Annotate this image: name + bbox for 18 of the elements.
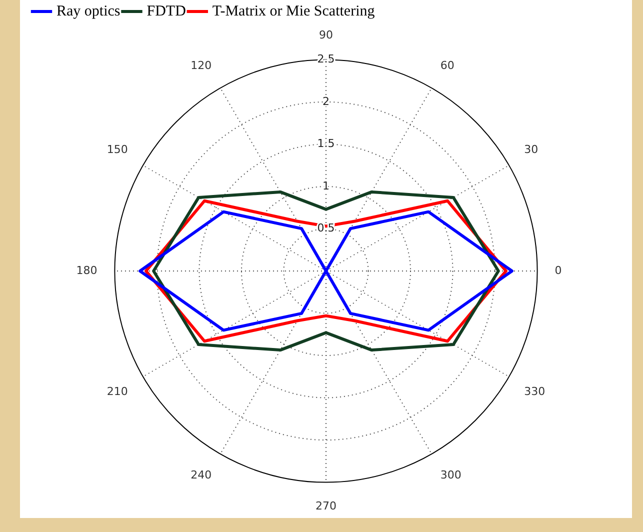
y-tick-label: 2 bbox=[322, 94, 330, 108]
y-tick-label: 1 bbox=[322, 179, 330, 192]
spoke-label: 120 bbox=[190, 59, 212, 72]
legend-label: FDTD bbox=[146, 3, 186, 20]
y-tick-label: 1.5 bbox=[317, 137, 335, 150]
spoke-label: 60 bbox=[440, 59, 454, 72]
spoke-label: 300 bbox=[440, 468, 462, 482]
spoke-label: 30 bbox=[524, 142, 538, 156]
spoke-label: 330 bbox=[524, 384, 546, 398]
spoke-label: 0 bbox=[554, 264, 562, 277]
spoke-label: 90 bbox=[319, 28, 333, 42]
spoke-label: 240 bbox=[190, 468, 212, 482]
legend-label: Ray optics bbox=[56, 3, 120, 20]
spoke-label: 210 bbox=[106, 384, 128, 398]
spoke-label: 270 bbox=[316, 499, 336, 512]
legend-label: T-Matrix or Mie Scattering bbox=[212, 3, 376, 20]
spoke-label: 180 bbox=[76, 264, 98, 277]
spoke-label: 150 bbox=[106, 142, 128, 156]
